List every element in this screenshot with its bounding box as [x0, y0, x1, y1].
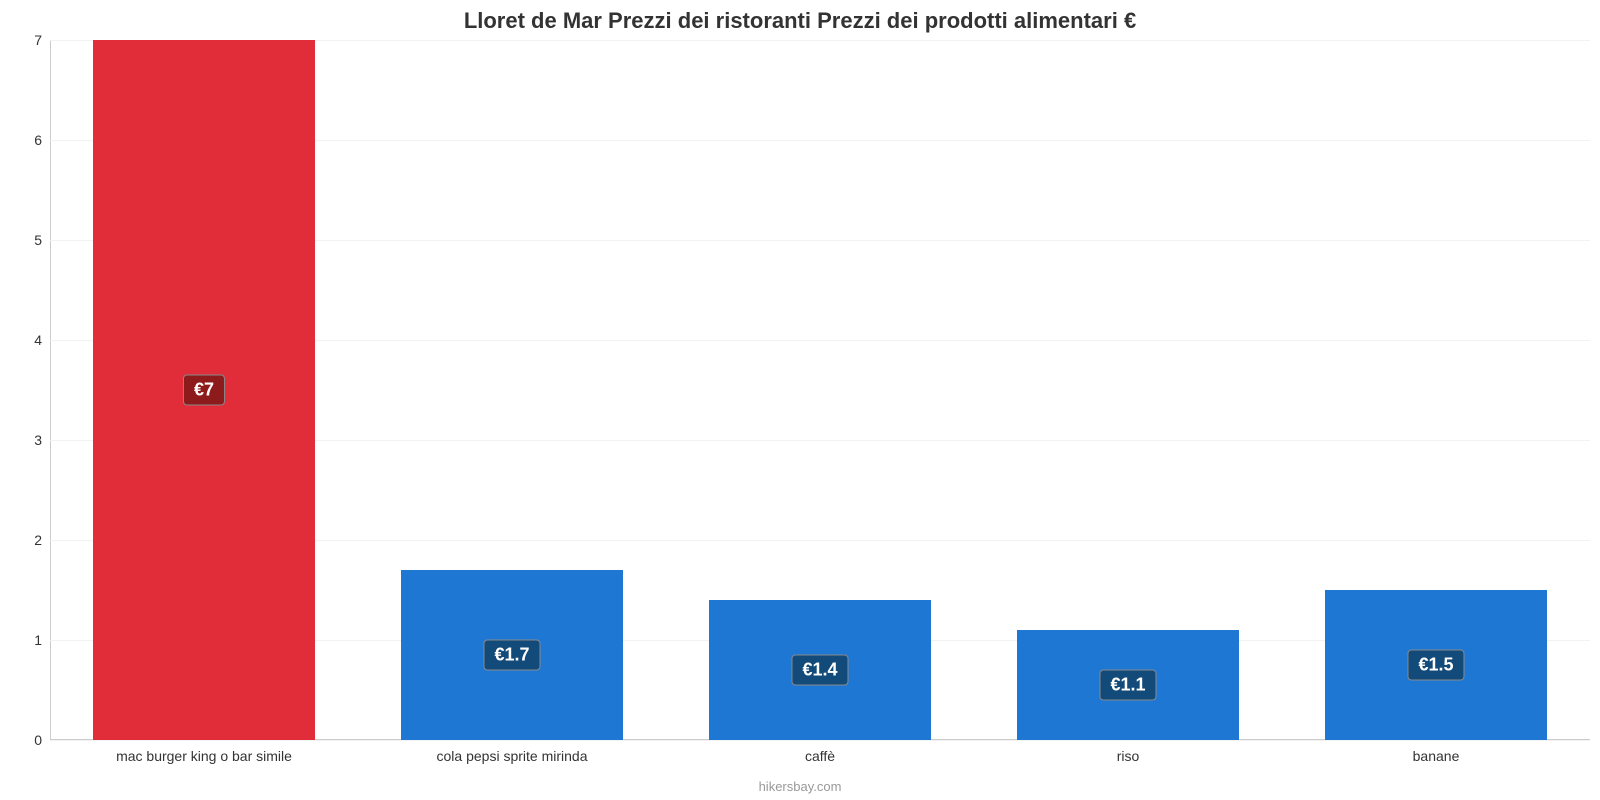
x-tick-label: riso — [1117, 740, 1140, 764]
bar-value-label: €1.7 — [483, 640, 540, 671]
plot-area: 01234567€7mac burger king o bar simile€1… — [50, 40, 1590, 740]
x-tick-label: banane — [1413, 740, 1460, 764]
price-chart: Lloret de Mar Prezzi dei ristoranti Prez… — [0, 0, 1600, 800]
y-tick-label: 0 — [34, 732, 50, 748]
x-tick-label: cola pepsi sprite mirinda — [437, 740, 588, 764]
bar-value-label: €1.5 — [1407, 650, 1464, 681]
y-axis-line — [50, 40, 51, 740]
y-tick-label: 5 — [34, 232, 50, 248]
x-tick-label: caffè — [805, 740, 835, 764]
bar-value-label: €1.1 — [1099, 670, 1156, 701]
y-tick-label: 1 — [34, 632, 50, 648]
y-tick-label: 4 — [34, 332, 50, 348]
x-tick-label: mac burger king o bar simile — [116, 740, 292, 764]
chart-credit: hikersbay.com — [0, 779, 1600, 794]
y-tick-label: 2 — [34, 532, 50, 548]
bar-value-label: €1.4 — [791, 655, 848, 686]
bar-value-label: €7 — [183, 375, 225, 406]
y-tick-label: 7 — [34, 32, 50, 48]
y-tick-label: 3 — [34, 432, 50, 448]
y-tick-label: 6 — [34, 132, 50, 148]
chart-title: Lloret de Mar Prezzi dei ristoranti Prez… — [0, 8, 1600, 34]
